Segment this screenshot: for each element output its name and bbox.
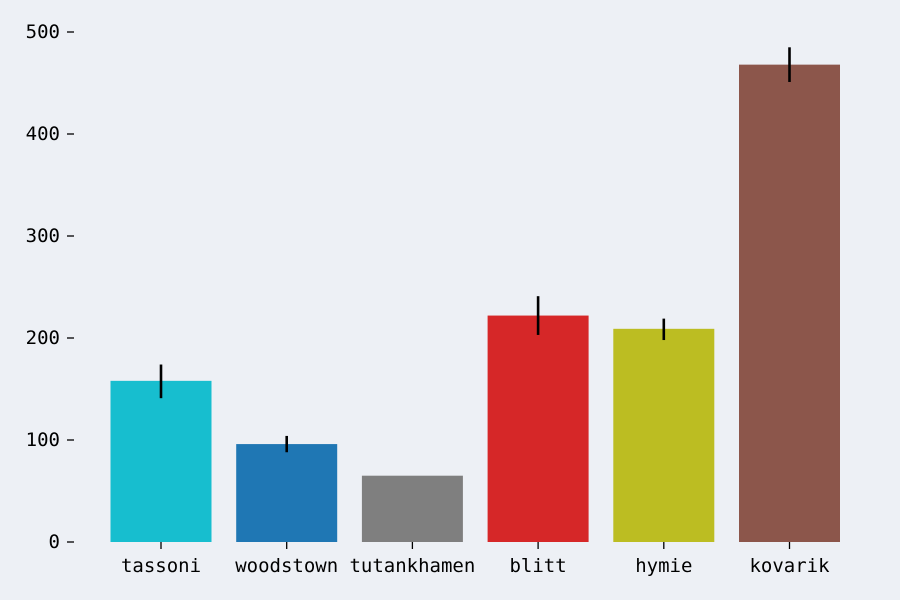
bar-tutankhamen (361, 475, 463, 542)
x-axis: tassoni woodstown tutankhamen blitt hymie kov… (121, 542, 830, 577)
x-tick-label-kovarik: kovarik (749, 555, 830, 577)
y-tick-label: 0 (49, 531, 60, 553)
y-tick-label: 200 (26, 327, 60, 349)
x-tick-label-woodstown: woodstown (235, 555, 338, 577)
bar-kovarik (739, 64, 840, 542)
y-tick-label: 400 (26, 123, 60, 145)
x-tick-label-tassoni: tassoni (121, 555, 201, 577)
y-tick-label: 100 (26, 429, 60, 451)
bar-blitt (487, 315, 589, 542)
bars (110, 64, 840, 542)
bar-woodstown (236, 444, 338, 542)
bar-hymie (613, 328, 715, 542)
y-tick-label: 300 (26, 225, 60, 247)
x-tick-label-tutankhamen: tutankhamen (349, 555, 475, 577)
error-bars (159, 47, 791, 453)
y-tick-label: 500 (26, 21, 60, 43)
bar-tassoni (110, 380, 212, 542)
x-tick-label-hymie: hymie (635, 555, 692, 577)
x-tick-label-blitt: blitt (509, 555, 566, 577)
y-axis: 0 100 200 300 400 500 (26, 21, 74, 553)
